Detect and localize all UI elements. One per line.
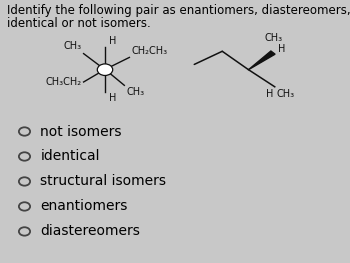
Text: structural isomers: structural isomers: [40, 174, 166, 189]
Text: diastereomers: diastereomers: [40, 224, 140, 239]
Text: H: H: [278, 44, 286, 54]
Text: identical: identical: [40, 149, 100, 164]
Circle shape: [19, 227, 30, 236]
Text: H: H: [109, 36, 117, 46]
Text: not isomers: not isomers: [40, 124, 122, 139]
Text: enantiomers: enantiomers: [40, 199, 128, 214]
Circle shape: [97, 64, 113, 75]
Text: CH₃CH₂: CH₃CH₂: [46, 77, 82, 87]
Circle shape: [19, 127, 30, 136]
Text: CH₃: CH₃: [264, 33, 282, 43]
Text: CH₃: CH₃: [126, 87, 144, 97]
Circle shape: [19, 152, 30, 161]
Text: H: H: [266, 89, 273, 99]
Text: H: H: [109, 93, 117, 103]
Text: CH₃: CH₃: [276, 89, 295, 99]
Text: identical or not isomers.: identical or not isomers.: [7, 17, 151, 30]
Text: CH₃: CH₃: [64, 42, 82, 52]
Text: CH₂CH₃: CH₂CH₃: [131, 46, 167, 56]
Polygon shape: [248, 51, 275, 70]
Text: Identify the following pair as enantiomers, diastereomers, structural isomers,: Identify the following pair as enantiome…: [7, 4, 350, 17]
Circle shape: [19, 177, 30, 186]
Circle shape: [19, 202, 30, 211]
